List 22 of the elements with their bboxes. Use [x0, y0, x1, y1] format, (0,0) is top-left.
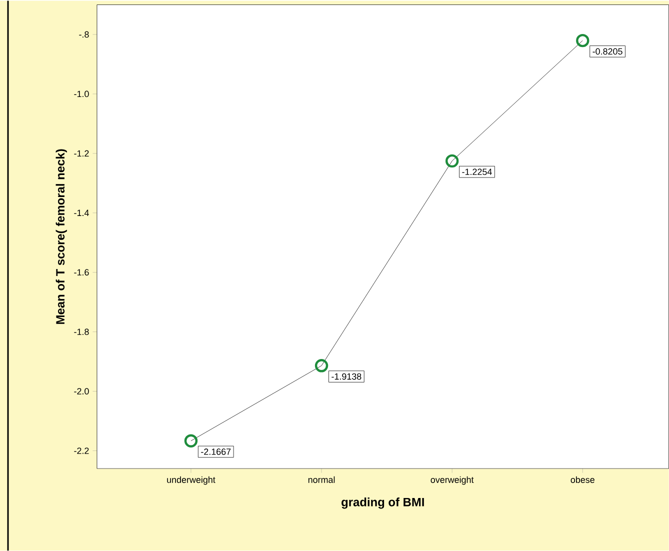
point [445, 154, 459, 168]
y-tick-label: -1.4 [74, 210, 89, 216]
data-label: -1.2254 [462, 168, 492, 175]
y-tick-label: -1.2 [74, 150, 89, 156]
x-tick-label: normal [308, 476, 335, 483]
x-tick-label: underweight [167, 476, 216, 485]
point [314, 358, 328, 372]
data-label: -0.8205 [592, 48, 622, 54]
x-tick-label: overweight [430, 476, 474, 485]
y-tick-label: -2.2 [74, 447, 89, 454]
y-tick-label: -1.0 [74, 90, 89, 97]
y-tick-label: -2.0 [74, 388, 89, 394]
y-tick-label: -1.8 [74, 328, 89, 335]
y-axis-title: Mean of T score( femoral neck) [56, 149, 67, 324]
y-tick-label: -1.6 [74, 269, 89, 276]
point [184, 434, 198, 448]
y-tick-label: -.8 [79, 31, 89, 38]
x-tick-label: obese [570, 476, 594, 483]
data-label: -2.1667 [201, 448, 231, 455]
point [576, 34, 590, 48]
data-label: -1.9138 [332, 373, 362, 380]
x-axis-title: grading of BMI [342, 497, 424, 509]
